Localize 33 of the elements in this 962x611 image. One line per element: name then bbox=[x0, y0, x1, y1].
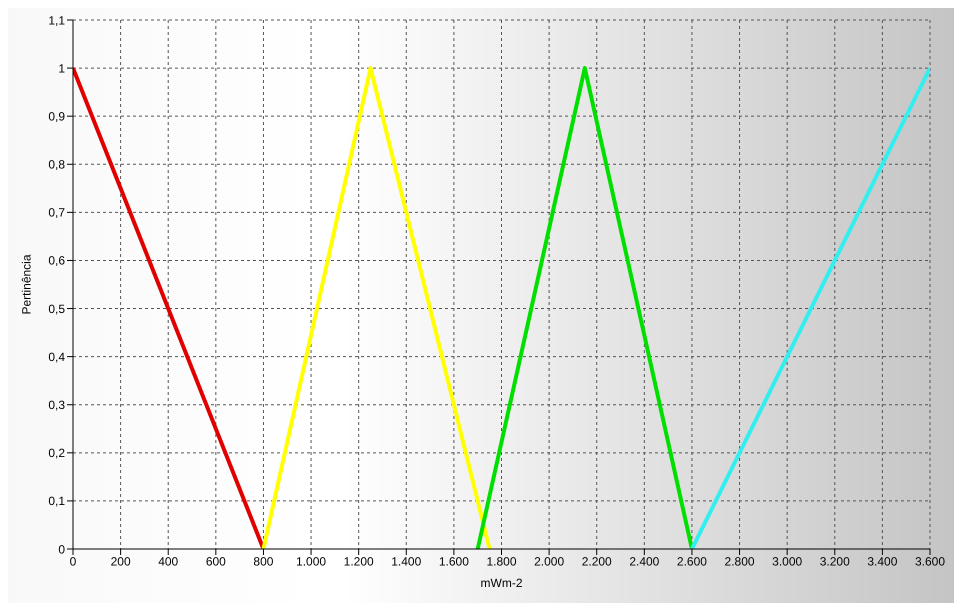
x-tick-label: 1.200 bbox=[344, 554, 374, 569]
x-tick-label: 1.600 bbox=[438, 554, 470, 569]
x-tick-label: 2.600 bbox=[676, 554, 708, 569]
y-axis-title: Pertinência bbox=[19, 254, 34, 315]
x-tick-label: 3.000 bbox=[772, 554, 803, 569]
x-tick-label: 3.600 bbox=[914, 554, 946, 569]
x-tick-label: 1.000 bbox=[296, 554, 326, 569]
y-tick-label: 0,4 bbox=[48, 350, 66, 364]
x-tick-label: 2.200 bbox=[582, 554, 612, 569]
y-tick-label: 0,8 bbox=[48, 158, 66, 172]
y-tick-label: 1 bbox=[58, 61, 66, 76]
y-tick-label: 0,1 bbox=[48, 494, 66, 508]
x-axis-title: mWm-2 bbox=[480, 576, 523, 590]
y-tick-label: 0,5 bbox=[48, 302, 66, 316]
y-tick-label: 0,6 bbox=[48, 254, 66, 268]
x-tick-label: 2.800 bbox=[724, 554, 755, 569]
x-tick-label: 800 bbox=[253, 554, 274, 569]
x-tick-label: 2.400 bbox=[629, 554, 660, 569]
y-tick-label: 0,7 bbox=[48, 206, 66, 220]
x-tick-label: 1.800 bbox=[486, 554, 517, 569]
y-tick-label: 0,9 bbox=[48, 109, 66, 124]
x-tick-label: 3.200 bbox=[820, 554, 850, 569]
x-tick-label: 200 bbox=[110, 554, 131, 569]
y-tick-label: 0,2 bbox=[48, 446, 66, 460]
x-tick-label: 0 bbox=[70, 554, 77, 569]
y-tick-label: 1,1 bbox=[48, 13, 66, 28]
x-tick-label: 400 bbox=[158, 554, 179, 569]
x-tick-label: 600 bbox=[206, 554, 226, 569]
y-tick-label: 0,3 bbox=[48, 398, 66, 412]
x-tick-label: 3.400 bbox=[867, 554, 898, 569]
y-tick-label: 0 bbox=[58, 542, 66, 556]
x-tick-label: 2.000 bbox=[534, 554, 564, 569]
x-tick-label: 1.400 bbox=[391, 554, 422, 569]
